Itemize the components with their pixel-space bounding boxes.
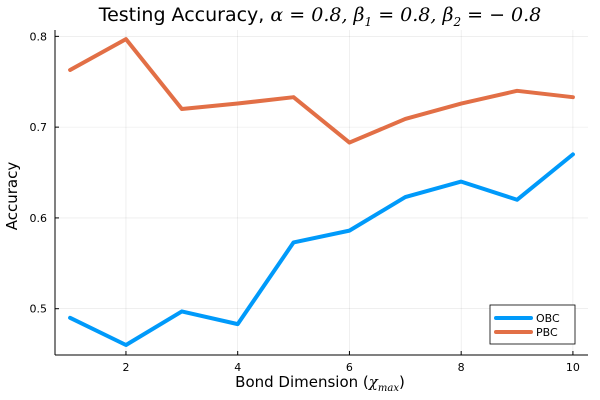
- x-tick-labels: 2 4 6 8 10: [122, 361, 579, 374]
- x-tick-label: 10: [566, 361, 580, 374]
- x-tick-label: 4: [234, 361, 241, 374]
- legend-label-pbc: PBC: [536, 326, 558, 339]
- series-lines: [68, 37, 575, 348]
- x-tick-label: 2: [122, 361, 129, 374]
- grid-lines: [55, 30, 588, 355]
- chart-title-prefix: Testing Accuracy,: [98, 4, 271, 26]
- y-tick-labels: 0.5 0.6 0.7 0.8: [30, 30, 48, 315]
- legend: OBC PBC: [489, 304, 576, 345]
- series-line-obc: [68, 152, 575, 348]
- x-tick-label: 8: [458, 361, 465, 374]
- y-tick-label: 0.6: [30, 212, 48, 225]
- y-axis-label: Accuracy: [3, 162, 21, 231]
- legend-label-obc: OBC: [536, 312, 560, 325]
- chart-title: Testing Accuracy, α = 0.8, β1 = 0.8, β2 …: [98, 4, 542, 29]
- x-axis-label: Bond Dimension (χmax): [235, 373, 405, 394]
- legend-box: [489, 304, 576, 345]
- y-tick-label: 0.7: [30, 121, 48, 134]
- y-tick-label: 0.8: [30, 30, 48, 43]
- series-line-pbc: [68, 37, 575, 145]
- y-tick-label: 0.5: [30, 303, 48, 316]
- axes: [54, 30, 588, 356]
- x-tick-label: 6: [346, 361, 353, 374]
